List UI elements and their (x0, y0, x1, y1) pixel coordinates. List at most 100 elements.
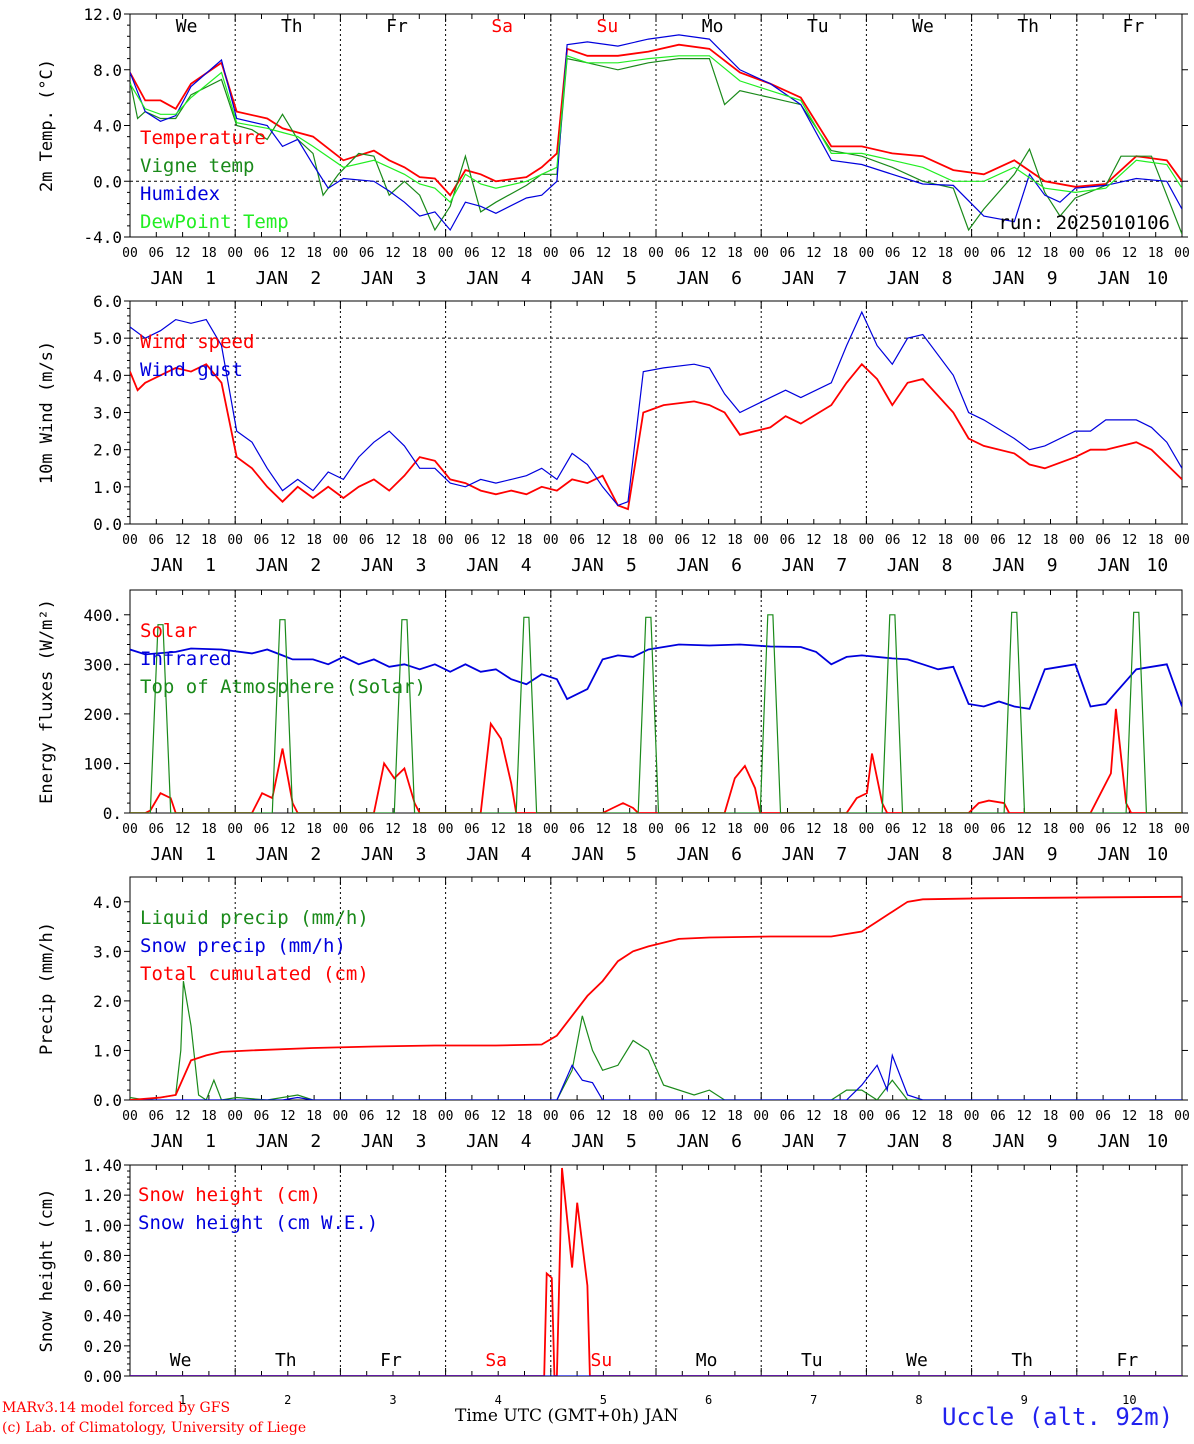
y-tick-label: 0.80 (83, 1246, 122, 1265)
hour-tick-label: 00 (543, 822, 559, 837)
day-number-label: 2 (310, 844, 321, 865)
hour-tick-label: 06 (464, 246, 480, 261)
month-label: JAN (256, 1131, 289, 1152)
weekday-label: Sa (485, 1350, 507, 1371)
y-axis-label: Energy fluxes (W/m²) (37, 599, 57, 804)
month-label: JAN (361, 268, 394, 289)
hour-tick-label: 00 (648, 1109, 664, 1124)
hour-tick-label: 06 (674, 246, 690, 261)
hour-tick-label: 12 (806, 822, 822, 837)
day-number-label: 8 (942, 268, 953, 289)
hour-tick-label: 06 (674, 822, 690, 837)
month-label: JAN (887, 1131, 920, 1152)
legend-entry: Top of Atmosphere (Solar) (140, 676, 426, 698)
hour-tick-label: 06 (569, 822, 585, 837)
month-label: JAN (887, 555, 920, 576)
hour-tick-label: 06 (254, 246, 270, 261)
hour-tick-label: 00 (964, 1109, 980, 1124)
hour-tick-label: 00 (648, 246, 664, 261)
hour-tick-label: 06 (569, 533, 585, 548)
hour-tick-label: 12 (596, 246, 612, 261)
hour-tick-label: 00 (1069, 246, 1085, 261)
hour-tick-label: 18 (1148, 246, 1164, 261)
hour-tick-label: 18 (832, 1109, 848, 1124)
day-number-label: 1 (205, 844, 216, 865)
y-tick-label: -4.0 (83, 228, 122, 247)
hour-tick-label: 18 (727, 1109, 743, 1124)
legend-entry: Liquid precip (mm/h) (140, 907, 369, 929)
hour-tick-label: 00 (543, 246, 559, 261)
weekday-label: Th (1017, 16, 1039, 37)
day-number-label: 10 (1147, 555, 1169, 576)
y-tick-label: 4.0 (93, 893, 122, 912)
hour-tick-label: 18 (622, 1109, 638, 1124)
month-label: JAN (361, 844, 394, 865)
hour-tick-label: 12 (806, 246, 822, 261)
hour-tick-label: 00 (1174, 822, 1190, 837)
hour-tick-label: 12 (911, 246, 927, 261)
legend-entry: Vigne temp (140, 155, 254, 177)
hour-tick-label: 12 (280, 533, 296, 548)
hour-tick-label: 12 (385, 533, 401, 548)
hour-tick-label: 12 (806, 533, 822, 548)
month-label: JAN (466, 1131, 499, 1152)
hour-tick-label: 18 (937, 246, 953, 261)
series-line-wind-speed (130, 362, 1182, 511)
hour-tick-label: 00 (753, 822, 769, 837)
hour-tick-label: 00 (543, 533, 559, 548)
hour-tick-label: 06 (990, 822, 1006, 837)
hour-tick-label: 06 (359, 1109, 375, 1124)
day-number-label: 3 (416, 844, 427, 865)
series-line-total-cumulated-cm- (130, 895, 1182, 1100)
hour-tick-label: 12 (1016, 822, 1032, 837)
hour-tick-label: 00 (122, 533, 138, 548)
y-tick-label: 0. (103, 804, 122, 823)
y-axis-label: Precip (mm/h) (37, 922, 57, 1055)
station-label: Uccle (alt. 92m) (942, 1403, 1174, 1431)
hour-tick-label: 12 (1122, 246, 1138, 261)
series-line-snow-height-cm- (130, 1167, 1182, 1376)
day-number-label: 7 (836, 844, 847, 865)
hour-tick-label: 06 (780, 246, 796, 261)
hour-tick-label: 18 (517, 1109, 533, 1124)
month-label: JAN (887, 268, 920, 289)
month-label: JAN (992, 555, 1025, 576)
y-tick-label: 400. (83, 606, 122, 625)
day-number-label: 1 (205, 1131, 216, 1152)
hour-tick-label: 00 (964, 246, 980, 261)
legend-entry: Snow height (cm) (138, 1184, 321, 1206)
y-axis-label: 10m Wind (m/s) (37, 341, 57, 484)
hour-tick-label: 18 (411, 822, 427, 837)
day-number-label: 6 (731, 555, 742, 576)
date-label: 8 (915, 1393, 922, 1407)
weekday-label: We (912, 16, 934, 37)
month-label: JAN (571, 268, 604, 289)
hour-tick-label: 18 (622, 533, 638, 548)
month-label: JAN (150, 1131, 183, 1152)
hour-tick-label: 06 (780, 533, 796, 548)
hour-tick-label: 00 (859, 1109, 875, 1124)
hour-tick-label: 06 (359, 533, 375, 548)
month-label: JAN (571, 844, 604, 865)
day-number-label: 9 (1047, 1131, 1058, 1152)
series-line-humidex (130, 34, 1182, 232)
hour-tick-label: 18 (727, 246, 743, 261)
hour-tick-label: 12 (1016, 246, 1032, 261)
hour-tick-label: 12 (280, 246, 296, 261)
month-label: JAN (1097, 268, 1130, 289)
hour-tick-label: 06 (1095, 533, 1111, 548)
hour-tick-label: 12 (490, 822, 506, 837)
y-tick-label: 1.0 (93, 478, 122, 497)
hour-tick-label: 06 (1095, 822, 1111, 837)
hour-tick-label: 18 (1043, 822, 1059, 837)
y-tick-label: 0.00 (83, 1367, 122, 1386)
hour-tick-label: 18 (1043, 246, 1059, 261)
hour-tick-label: 18 (727, 822, 743, 837)
hour-tick-label: 12 (385, 246, 401, 261)
month-label: JAN (676, 555, 709, 576)
hour-tick-label: 00 (543, 1109, 559, 1124)
month-label: JAN (782, 844, 815, 865)
hour-tick-label: 12 (1016, 533, 1032, 548)
day-number-label: 4 (521, 844, 532, 865)
